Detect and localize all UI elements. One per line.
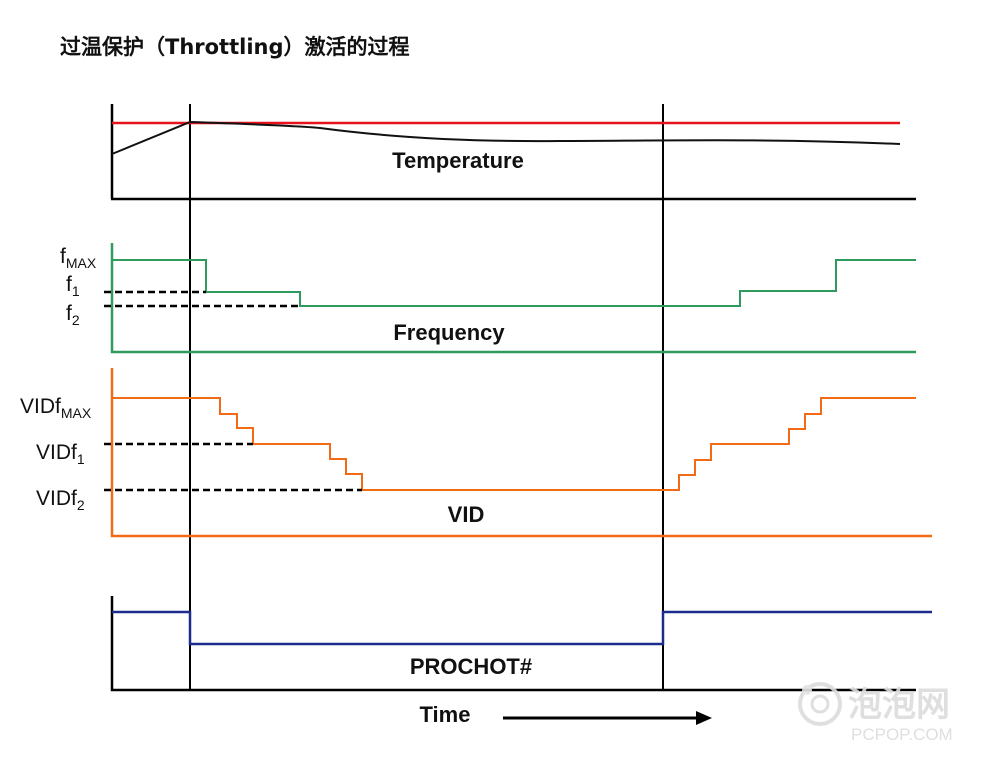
frequency-axis — [110, 243, 916, 354]
frequency-label: Frequency — [393, 320, 505, 345]
vid-panel: VIDfMAX VIDf1 VIDf2 VID — [20, 368, 932, 538]
temperature-curve — [111, 120, 901, 155]
temperature-panel: Temperature — [110, 104, 916, 201]
bubble-logo-icon — [798, 682, 842, 726]
time-arrow-icon — [503, 711, 712, 725]
frequency-panel: fMAX f1 f2 Frequency — [60, 243, 916, 354]
fmax-level-label: fMAX — [60, 245, 97, 271]
vidf1-level-label: VIDf1 — [36, 441, 85, 467]
temperature-label: Temperature — [392, 148, 524, 173]
watermark-site-name: 泡泡网 — [848, 685, 950, 725]
time-label: Time — [420, 702, 471, 727]
prochot-label: PROCHOT# — [410, 654, 532, 679]
prochot-trace — [112, 610, 932, 646]
watermark-url: PCPOP.COM — [851, 725, 953, 744]
vidfmax-level-label: VIDfMAX — [20, 395, 92, 421]
vidf2-level-label: VIDf2 — [36, 487, 85, 513]
frequency-trace — [112, 259, 916, 307]
prochot-panel: PROCHOT# — [110, 596, 932, 692]
f2-level-label: f2 — [66, 302, 80, 328]
diagram-title: 过温保护（Throttling）激活的过程 — [60, 35, 410, 59]
prochot-axis — [110, 596, 916, 692]
vid-label: VID — [448, 502, 485, 527]
vid-axis — [110, 368, 932, 538]
vid-trace — [112, 397, 916, 491]
f1-level-label: f1 — [66, 273, 80, 299]
pcpop-watermark: 泡泡网 PCPOP.COM — [798, 682, 953, 744]
